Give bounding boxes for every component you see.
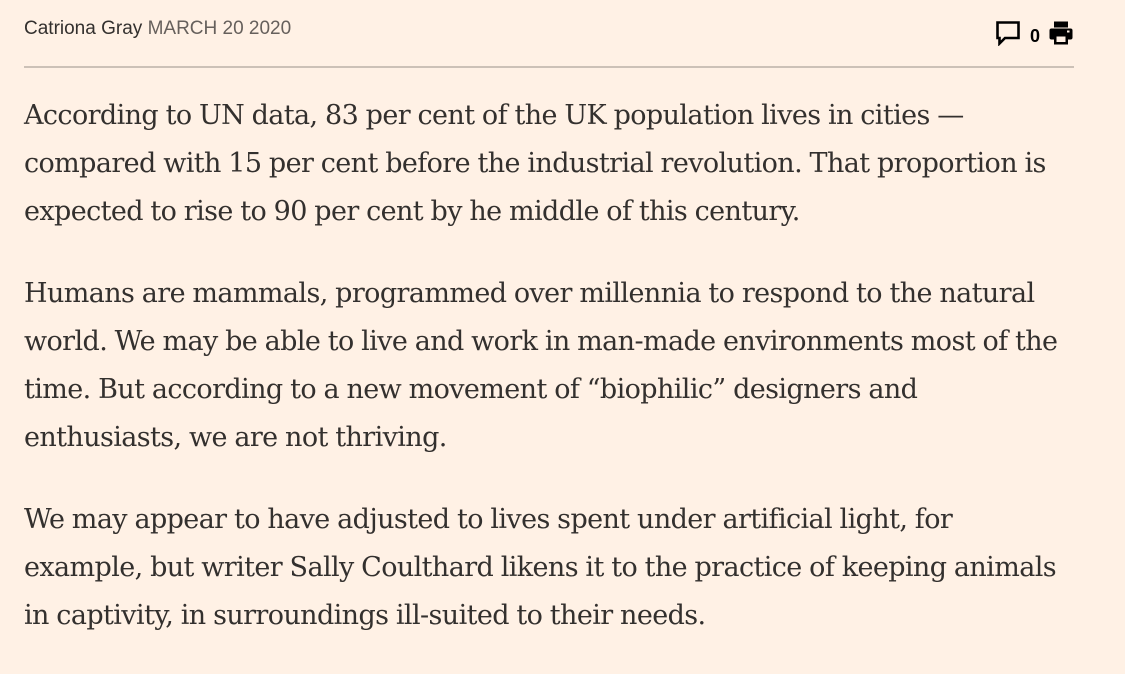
byline: Catriona Gray MARCH 20 2020 bbox=[24, 0, 291, 41]
author-link[interactable]: Catriona Gray bbox=[24, 18, 143, 39]
article-paragraph: According to UN data, 83 per cent of the… bbox=[24, 100, 1046, 227]
comment-count: 0 bbox=[1029, 25, 1040, 46]
print-button[interactable] bbox=[1048, 20, 1074, 51]
article-paragraph: We may appear to have adjusted to lives … bbox=[24, 504, 1057, 631]
print-icon bbox=[1048, 20, 1074, 51]
comment-icon bbox=[995, 20, 1021, 51]
comments-button[interactable]: 0 bbox=[995, 20, 1040, 51]
article-tools: 0 bbox=[995, 0, 1074, 51]
publish-date: MARCH 20 2020 bbox=[147, 18, 292, 39]
article-meta-bar: Catriona Gray MARCH 20 2020 0 bbox=[24, 0, 1074, 68]
article-body: According to UN data, 83 per cent of the… bbox=[24, 68, 1074, 640]
article-paragraph: Humans are mammals, programmed over mill… bbox=[24, 278, 1058, 453]
